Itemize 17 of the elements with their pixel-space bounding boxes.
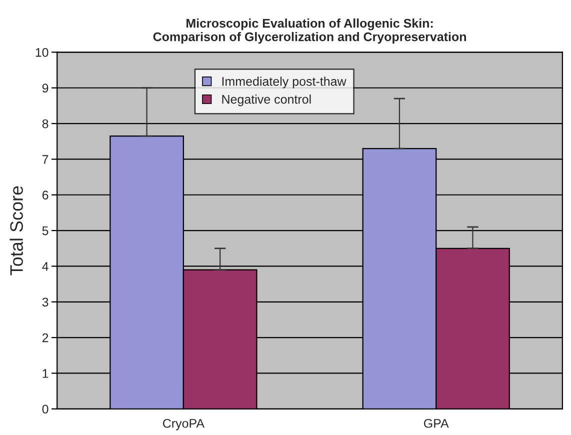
y-tick-label: 10 [36, 48, 48, 57]
chart-title: Microscopic Evaluation of Allogenic Skin: Comparison of Glycerolization and Cryopreservation [153, 18, 466, 44]
x-tick-label: CryoPA [162, 418, 204, 430]
y-tick-label: 8 [42, 119, 48, 128]
y-axis-title: Total Score [10, 186, 23, 276]
x-tick-label: GPA [424, 418, 449, 428]
y-tick-label: 6 [42, 190, 48, 200]
y-tick-label: 2 [42, 333, 48, 342]
y-tick-label: 4 [42, 262, 48, 271]
y-tick-label: 0 [42, 404, 48, 414]
y-tick-label: 1 [42, 369, 48, 378]
legend-label: Immediately post-thaw [222, 76, 346, 88]
legend-label: Negative control [222, 94, 311, 106]
y-tick-label: 5 [42, 226, 48, 236]
y-tick-label: 7 [42, 155, 48, 164]
y-tick-label: 9 [42, 84, 48, 93]
y-tick-label: 3 [42, 298, 48, 307]
